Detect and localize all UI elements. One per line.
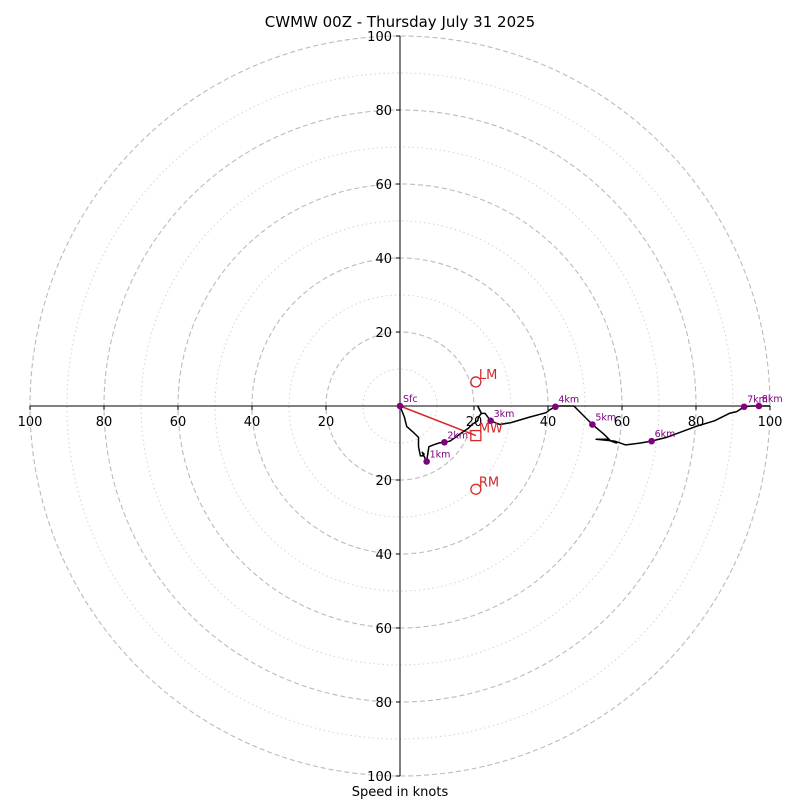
x-tick-label: 40 [244, 415, 261, 430]
height-label-8km: 8km [762, 394, 783, 405]
height-marker-7km [740, 403, 748, 411]
height-marker-5km [589, 421, 596, 428]
x-tick-label: 100 [758, 415, 783, 430]
x-axis-label: Speed in knots [352, 785, 449, 800]
y-tick-label: 100 [367, 30, 392, 45]
height-marker-Sfc [396, 402, 404, 410]
x-tick-label: 80 [688, 415, 705, 430]
x-tick-label: 80 [96, 415, 113, 430]
y-tick-label: 100 [367, 770, 392, 785]
height-label-2km: 2km [447, 430, 468, 441]
height-marker-1km [423, 458, 430, 465]
storm-motion-marker-MW [470, 429, 482, 442]
y-tick-label: 40 [375, 548, 392, 563]
x-tick-label: 60 [614, 415, 631, 430]
x-tick-label: 60 [170, 415, 187, 430]
height-marker-2km [441, 438, 448, 446]
y-tick-label: 20 [375, 326, 392, 341]
y-tick-label: 80 [375, 696, 392, 711]
shear-vector-line [399, 405, 477, 437]
y-tick-label: 20 [375, 474, 392, 489]
y-tick-label: 40 [375, 252, 392, 267]
height-label-4km: 4km [558, 395, 579, 406]
y-tick-label: 60 [375, 622, 392, 637]
x-tick-label: 100 [18, 415, 43, 430]
storm-motion-label-MW: MW [479, 422, 503, 437]
storm-motion-marker-LM [470, 376, 482, 388]
storm-motion-label-RM: RM [479, 475, 499, 490]
height-marker-4km [552, 403, 559, 411]
height-label-1km: 1km [430, 450, 451, 461]
y-tick-label: 60 [375, 178, 392, 193]
height-label-Sfc: Sfc [403, 394, 418, 405]
height-label-7km: 7km [747, 395, 768, 406]
height-marker-8km [755, 402, 763, 410]
storm-motion-markers: LM MW RM [470, 368, 503, 495]
chart-title: CWMW 00Z - Thursday July 31 2025 [265, 13, 535, 31]
height-marker-6km [648, 437, 655, 445]
storm-motion-label-LM: LM [479, 368, 497, 383]
x-tick-label: 20 [318, 415, 335, 430]
storm-motion-marker-RM [470, 483, 482, 495]
x-tick-label: 40 [540, 415, 557, 430]
height-label-5km: 5km [595, 413, 616, 424]
height-label-3km: 3km [494, 409, 515, 420]
shear-vector [399, 405, 477, 437]
height-label-6km: 6km [655, 429, 676, 440]
y-tick-label: 80 [375, 104, 392, 119]
height-marker-3km [487, 417, 494, 425]
tick-labels: 100 80 60 40 20 20 40 60 80 100100806040202040608… [18, 30, 783, 785]
